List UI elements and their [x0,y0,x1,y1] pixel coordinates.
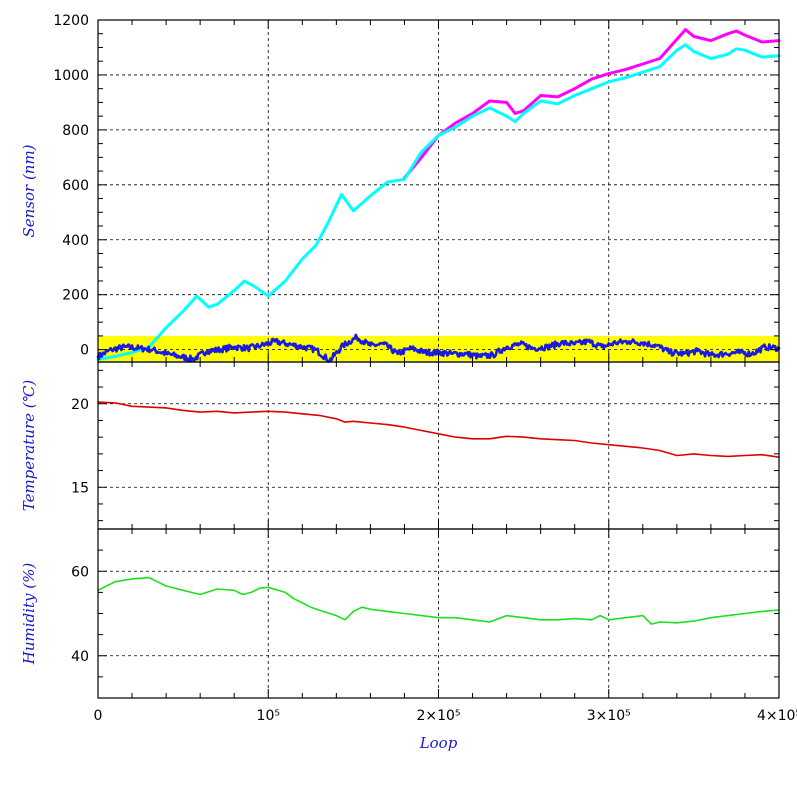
gridlines [98,20,779,698]
sensor-ytick-label: 1000 [53,68,89,84]
data-series [96,28,781,625]
x-tick-label: 3×10⁵ [587,708,631,724]
x-tick-label: 10⁵ [257,708,280,724]
humidity-ytick-label: 40 [71,649,89,665]
temperature-series-line-0 [97,401,780,458]
humidity-y-axis-title: Humidity (%) [20,563,38,666]
sensor-series-line-0 [402,28,781,180]
x-axis-title: Loop [419,734,458,752]
humidity-panel-frame [97,528,780,699]
humidity-ytick-label: 60 [71,564,89,580]
x-tick-label: 0 [94,708,103,724]
sensor-ytick-label: 1200 [53,13,89,29]
sensor-y-axis-title: Sensor (nm) [20,144,38,237]
humidity-series-line-0 [97,576,780,625]
panel-frames [97,19,780,699]
sensor-ytick-label: 0 [80,343,89,359]
temperature-ytick-label: 20 [71,397,89,413]
temperature-ytick-label: 15 [71,480,89,496]
sensor-ytick-label: 200 [62,288,89,304]
sensor-ytick-label: 600 [62,178,89,194]
x-tick-label: 2×10⁵ [416,708,460,724]
sensor-ytick-label: 400 [62,233,89,249]
temperature-y-axis-title: Temperature (℃) [20,380,38,512]
sensor-series-line-1 [96,43,781,361]
sensor-series-line-2 [96,333,781,363]
x-tick-label: 4×10⁵ [757,708,797,724]
sensor-ytick-label: 800 [62,123,89,139]
